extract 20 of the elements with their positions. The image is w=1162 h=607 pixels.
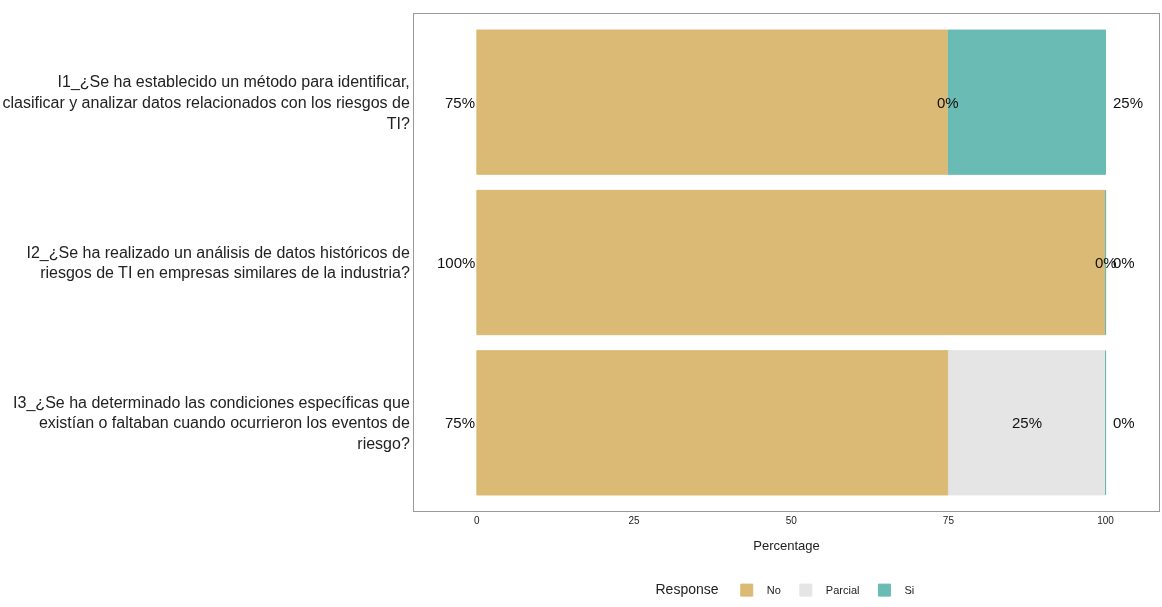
legend-label: No: [766, 584, 781, 597]
data-label: 75%: [445, 94, 476, 111]
data-label: 100%: [437, 254, 476, 271]
legend-label: Parcial: [825, 584, 860, 597]
x-tick-label: 75: [942, 515, 955, 526]
data-label: 75%: [445, 414, 476, 431]
x-tick-label: 25: [628, 515, 641, 526]
legend-title: Response: [655, 580, 719, 597]
x-tick-label: 100: [1097, 515, 1115, 526]
y-tick-label: I1_¿Se ha establecido un método para identificar, clasificar y analizar datos relacionados con los riesgos de TI?: [2, 72, 410, 132]
y-tick-label: I3_¿Se ha determinado las condiciones específicas que existían o faltaban cuando ocurrieron los eventos de riesgo?: [13, 393, 410, 453]
data-label: 0%: [1113, 414, 1135, 431]
data-label: 0%: [937, 94, 959, 111]
data-label: 25%: [1012, 414, 1043, 431]
x-tick-label: 50: [785, 515, 798, 526]
x-tick-label: 0: [474, 515, 481, 526]
data-label: 25%: [1113, 94, 1144, 111]
x-axis-title: Percentage: [753, 537, 820, 553]
y-tick-label: I2_¿Se ha realizado un análisis de datos históricos de riesgos de TI en empresas similares de la industria?: [26, 243, 410, 282]
legend-label: Si: [904, 584, 915, 597]
